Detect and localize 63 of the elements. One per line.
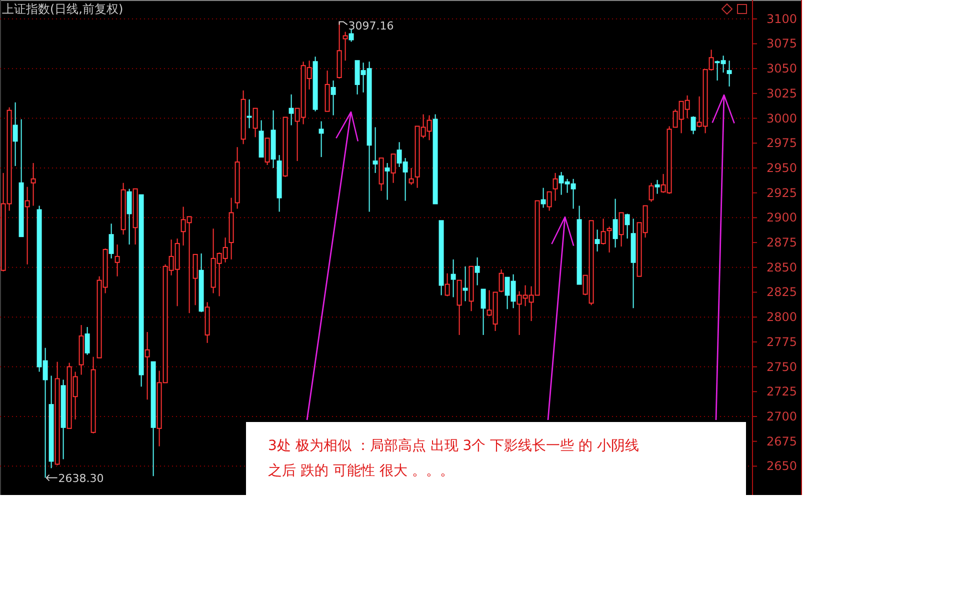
candlestick bbox=[30, 162, 36, 206]
candlestick bbox=[384, 162, 390, 200]
candlestick bbox=[318, 120, 324, 158]
candlestick bbox=[246, 98, 252, 129]
candlestick bbox=[390, 154, 396, 184]
candlestick bbox=[24, 186, 30, 265]
candlestick bbox=[444, 272, 450, 297]
y-tick-label: 2950 bbox=[766, 160, 797, 175]
y-tick-label: 2675 bbox=[766, 434, 797, 448]
candlestick bbox=[474, 256, 480, 286]
y-tick-label: 3050 bbox=[766, 62, 797, 76]
candlestick bbox=[408, 167, 414, 186]
candlestick bbox=[618, 212, 624, 248]
candlestick bbox=[372, 126, 378, 174]
y-tick-label: 3075 bbox=[766, 36, 797, 51]
annotation: 之后 跌的 可能性 很大 。。。 bbox=[268, 462, 455, 481]
candlestick bbox=[648, 182, 654, 202]
candlestick bbox=[546, 191, 552, 212]
candlestick bbox=[348, 28, 354, 42]
annotation: 2638.30 bbox=[58, 472, 104, 485]
candlestick bbox=[288, 94, 294, 126]
candlestick bbox=[84, 326, 90, 356]
y-tick-label: 2900 bbox=[766, 210, 797, 225]
y-tick-label: 2750 bbox=[766, 360, 797, 374]
candlestick bbox=[624, 213, 630, 240]
chart-title: 上证指数(日线,前复权) bbox=[2, 2, 124, 16]
candlestick bbox=[612, 198, 618, 248]
y-tick-label: 2700 bbox=[766, 409, 797, 424]
candlestick bbox=[192, 254, 198, 306]
y-tick-label: 2875 bbox=[766, 236, 797, 250]
candlestick bbox=[480, 288, 486, 336]
candlestick bbox=[540, 187, 546, 208]
y-tick-label: 3100 bbox=[766, 12, 797, 26]
candlestick bbox=[330, 80, 336, 116]
candlestick bbox=[144, 331, 150, 400]
y-tick-label: 3000 bbox=[766, 111, 797, 126]
y-tick-label: 2725 bbox=[766, 384, 797, 399]
candlestick bbox=[264, 138, 270, 166]
candlestick bbox=[126, 188, 132, 246]
candlestick bbox=[600, 218, 606, 246]
y-tick-label: 2925 bbox=[766, 186, 797, 200]
y-tick-label: 2975 bbox=[766, 136, 797, 150]
y-tick-label: 2800 bbox=[766, 310, 797, 324]
y-tick-label: 2775 bbox=[766, 334, 797, 349]
candlestick bbox=[606, 226, 612, 253]
candlestick bbox=[594, 229, 600, 252]
candlestick bbox=[552, 172, 558, 202]
candlestick bbox=[252, 108, 258, 138]
candlestick bbox=[12, 102, 18, 166]
annotation: 3097.16 bbox=[348, 20, 394, 33]
annotation: 3处 极为相似 ：局部高点 出现 3个 下影线长一些 的 小阴线 bbox=[268, 437, 640, 456]
candlestick bbox=[726, 60, 732, 87]
candlestick bbox=[450, 258, 456, 298]
candlestick bbox=[498, 268, 504, 293]
candlestick bbox=[108, 223, 114, 259]
candlestick bbox=[654, 179, 660, 194]
candlestick bbox=[114, 244, 120, 277]
candlestick bbox=[690, 116, 696, 135]
y-tick-label: 3025 bbox=[766, 86, 797, 100]
candlestick bbox=[342, 31, 348, 62]
y-tick-label: 2850 bbox=[766, 260, 797, 274]
y-tick-label: 2650 bbox=[766, 459, 797, 474]
y-tick-label: 2825 bbox=[766, 285, 797, 300]
